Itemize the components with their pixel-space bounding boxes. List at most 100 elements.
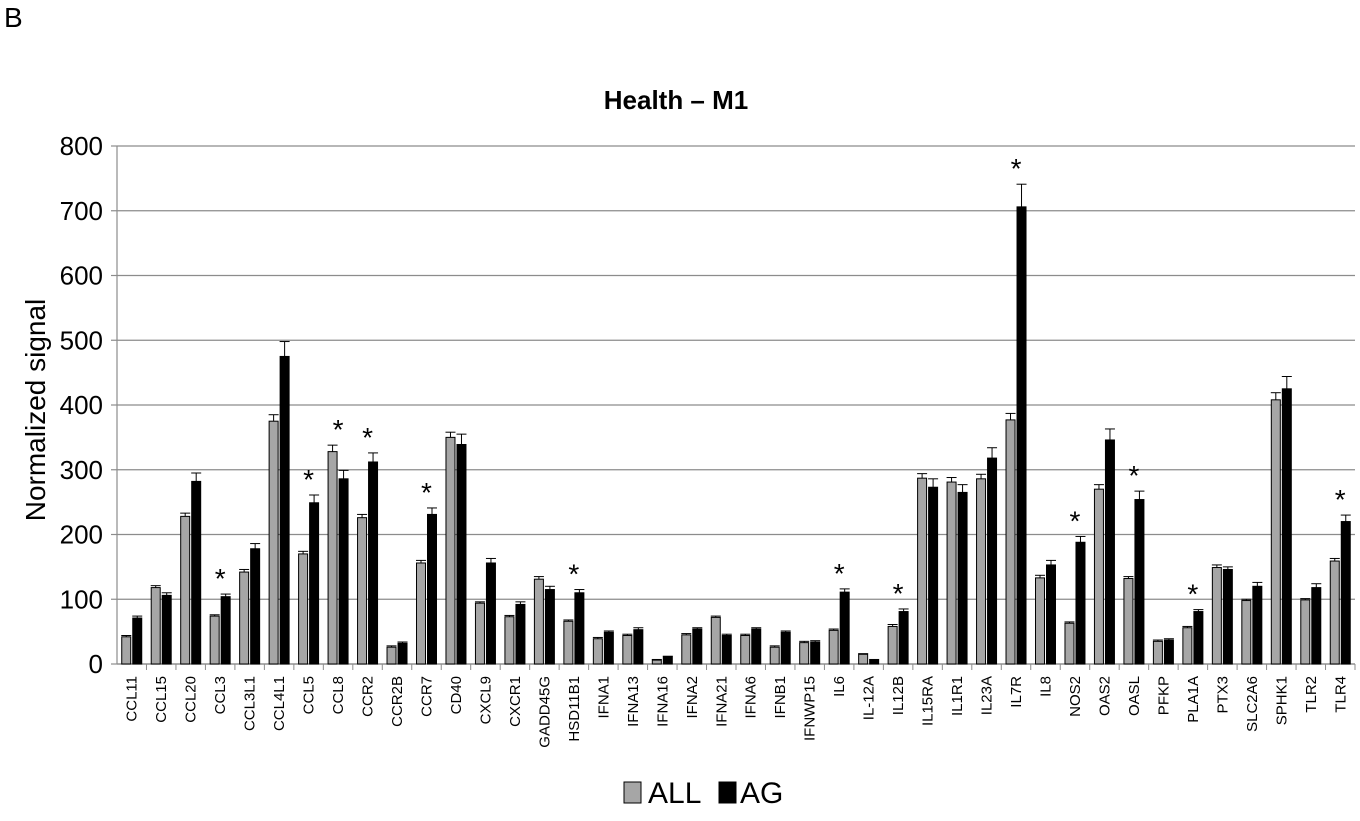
bar-all — [386, 646, 397, 665]
bar-ag — [1252, 585, 1263, 665]
x-tick-label: CCL11 — [124, 676, 141, 722]
bar-ag — [810, 641, 821, 665]
significance-marker: * — [1070, 505, 1081, 536]
x-tick-label: IFNA16 — [654, 676, 671, 727]
x-tick-label: IL23A — [979, 676, 996, 715]
bar-ag — [338, 478, 349, 665]
bar-ag — [1075, 541, 1086, 665]
bar-ag — [220, 596, 231, 665]
bar-ag — [191, 480, 202, 665]
bar-ag — [1134, 499, 1145, 665]
bar-ag — [957, 491, 968, 665]
bar-ag — [427, 513, 437, 665]
bar-ag — [1222, 568, 1233, 665]
x-tick-label: CXCL9 — [477, 676, 494, 724]
bar-all — [622, 635, 633, 665]
x-tick-label: PTX3 — [1214, 676, 1231, 714]
x-tick-label: CCL20 — [183, 676, 200, 723]
bar-ag — [839, 591, 850, 665]
bar-ag — [309, 502, 320, 665]
bar-all — [917, 477, 928, 665]
panel-label: B — [4, 2, 23, 33]
x-tick-label: IFNA1 — [595, 676, 612, 719]
bar-ag — [250, 548, 261, 665]
x-tick-label: CCR2B — [389, 676, 406, 727]
bar-all — [858, 653, 869, 665]
x-tick-label: HSD11B1 — [566, 676, 583, 742]
legend-swatch-ag — [718, 781, 737, 804]
significance-marker: * — [303, 464, 314, 495]
legend-label-ag: AG — [740, 777, 783, 810]
bar-all — [209, 615, 220, 665]
bar-ag — [397, 642, 408, 665]
significance-marker: * — [333, 414, 344, 445]
bar-ag — [662, 656, 673, 665]
y-tick-label: 500 — [60, 325, 103, 355]
bar-all — [1064, 622, 1075, 665]
x-tick-label: CCL3L1 — [242, 676, 259, 731]
bar-ag — [161, 594, 172, 665]
bar-ag — [603, 631, 614, 665]
x-tick-label: CCR7 — [419, 676, 436, 717]
bar-all — [1270, 399, 1281, 665]
x-tick-label: IL15RA — [920, 676, 937, 726]
x-tick-label: CCL3 — [212, 676, 229, 714]
x-tick-label: CXCR1 — [507, 676, 524, 727]
bar-ag — [780, 631, 791, 665]
bar-all — [651, 659, 662, 665]
x-tick-label: IL7R — [1008, 676, 1025, 708]
legend-label-all: ALL — [648, 777, 701, 810]
y-axis-label: Normalized signal — [20, 299, 51, 522]
x-tick-label: IFNWP15 — [802, 676, 819, 741]
bar-all — [710, 616, 721, 665]
bar-ag — [485, 562, 496, 665]
significance-marker: * — [362, 422, 373, 453]
bar-all — [180, 515, 191, 665]
bar-all — [504, 616, 515, 665]
x-tick-label: CCL4L1 — [271, 676, 288, 731]
bar-ag — [751, 628, 762, 665]
bar-ag — [1340, 521, 1351, 665]
chart-title: Health – M1 — [604, 85, 749, 115]
y-tick-label: 200 — [60, 520, 103, 550]
bar-all — [121, 636, 132, 665]
bar-all — [1005, 419, 1016, 665]
legend-swatch-all — [623, 781, 642, 804]
significance-marker: * — [421, 477, 432, 508]
significance-marker: * — [893, 578, 904, 609]
bar-all — [828, 629, 839, 665]
x-tick-label: SPHK1 — [1273, 676, 1290, 725]
x-tick-label: IL12B — [890, 676, 907, 715]
y-tick-label: 800 — [60, 131, 103, 161]
y-tick-label: 400 — [60, 390, 103, 420]
bar-ag — [132, 617, 143, 665]
x-tick-label: OAS2 — [1096, 676, 1113, 716]
bar-all — [887, 625, 898, 665]
bar-ag — [368, 461, 379, 665]
bar-ag — [574, 592, 585, 665]
y-tick-label: 700 — [60, 196, 103, 226]
bar-ag — [515, 603, 526, 665]
bar-all — [298, 553, 309, 665]
bar-ag — [1046, 564, 1056, 665]
bar-ag — [1104, 439, 1115, 665]
x-tick-label: IL-12A — [861, 676, 878, 720]
x-tick-label: CD40 — [448, 676, 465, 714]
x-tick-label: IFNA21 — [713, 676, 730, 727]
bar-all — [799, 642, 810, 665]
x-tick-label: IFNA13 — [625, 676, 642, 727]
x-tick-label: OASL — [1126, 676, 1143, 716]
bar-ag — [1281, 388, 1292, 665]
significance-marker: * — [1187, 579, 1198, 610]
x-tick-label: CCR2 — [360, 676, 377, 717]
bar-all — [740, 635, 751, 665]
bar-all — [357, 517, 368, 665]
bar-all — [1093, 488, 1104, 665]
bar-ag — [1311, 587, 1322, 665]
bar-all — [1241, 600, 1252, 665]
significance-marker: * — [1335, 484, 1346, 515]
bar-all — [976, 478, 987, 665]
bar-all — [445, 436, 456, 665]
bar-ag — [692, 628, 703, 665]
bar-all — [268, 420, 279, 665]
